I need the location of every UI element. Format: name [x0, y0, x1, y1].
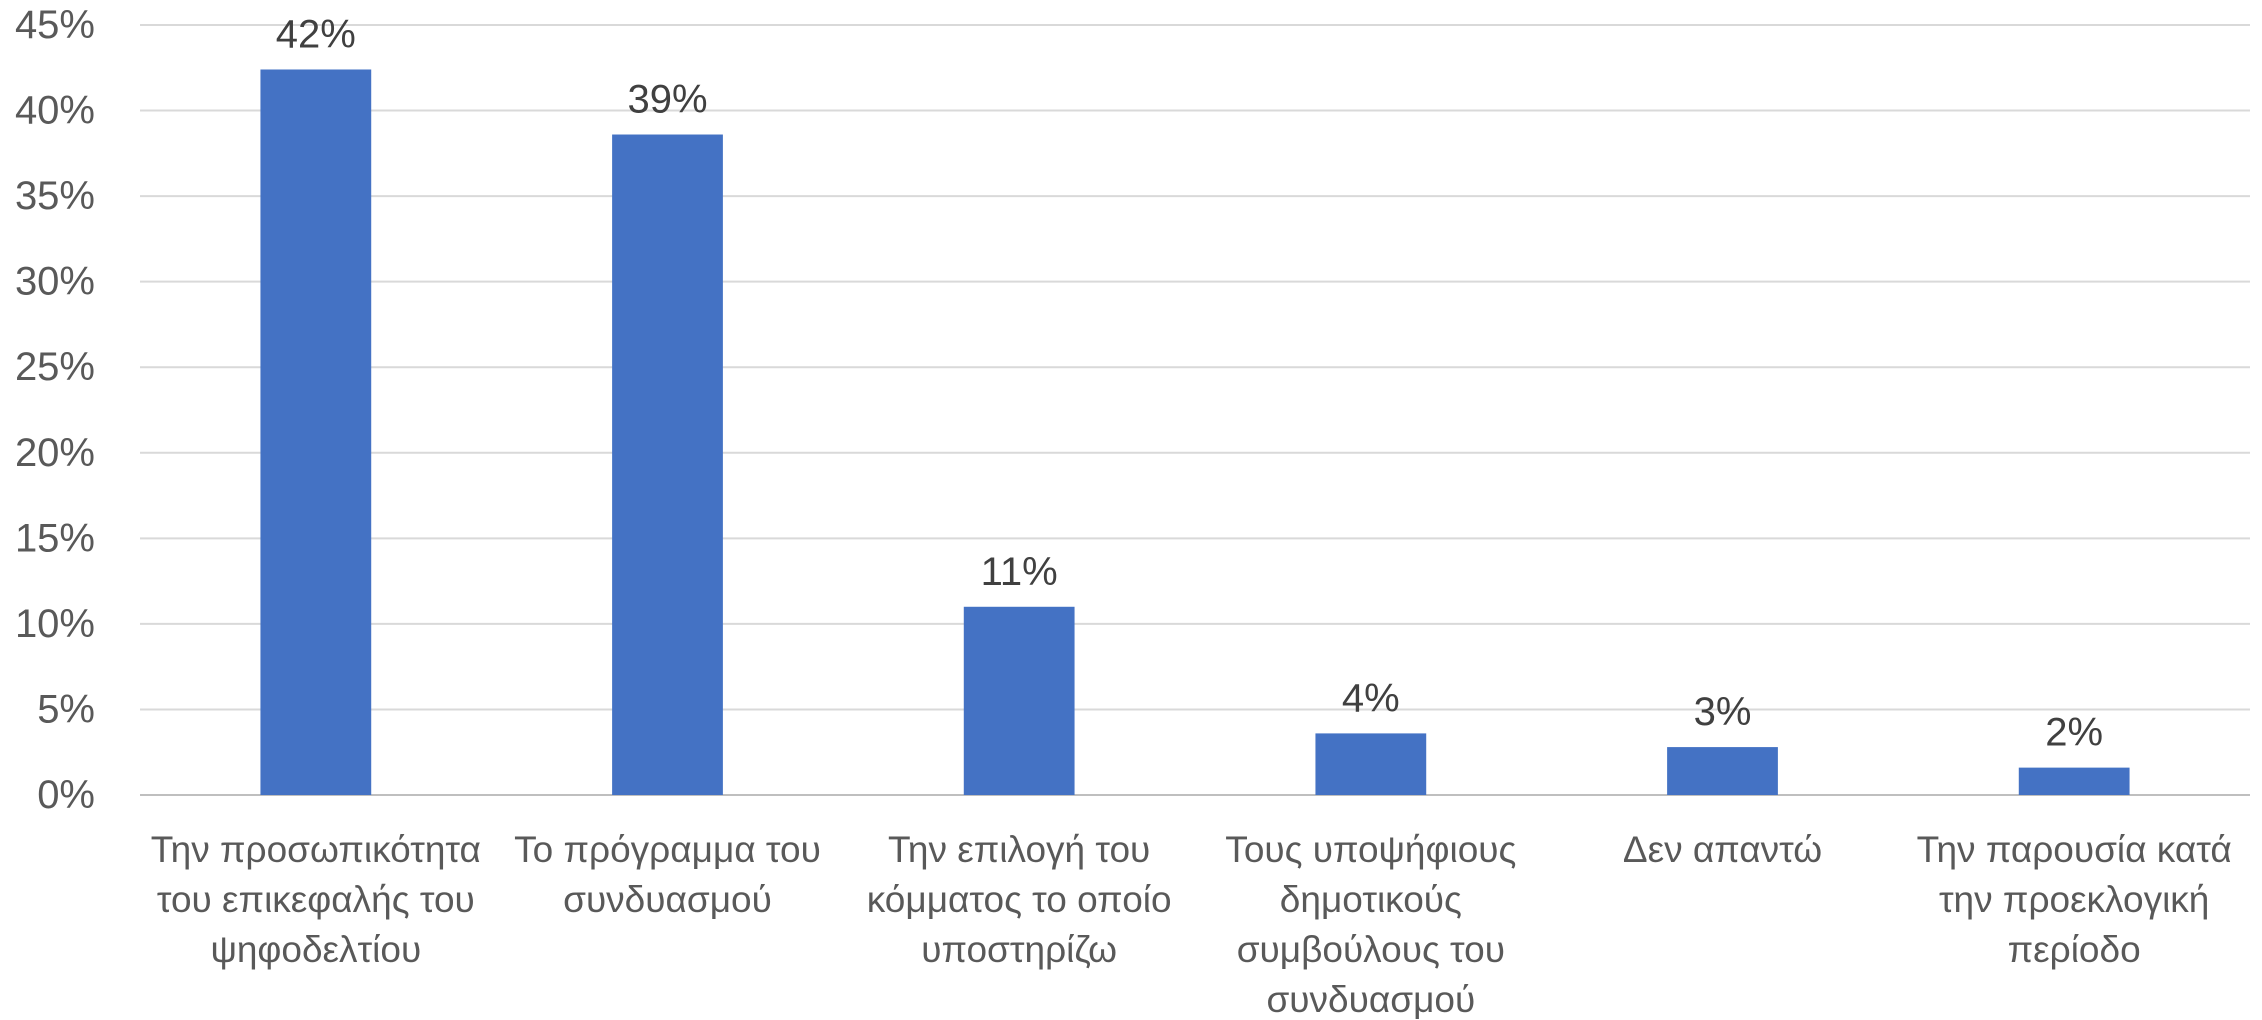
bar [963, 606, 1075, 795]
data-labels: 42% 39% 11% 4% 3% 2% [276, 12, 2103, 754]
data-label: 11% [981, 550, 1058, 594]
category-label: Το πρόγραμμα του [514, 829, 821, 870]
bar [612, 134, 723, 795]
bar [260, 69, 372, 795]
bar [1315, 733, 1427, 795]
y-tick-label: 40% [15, 89, 95, 133]
category-label: συνδυασμού [1266, 979, 1475, 1020]
y-tick-label: 10% [15, 602, 95, 646]
category-label: κόμματος το οποίο [867, 879, 1172, 920]
y-tick-label: 5% [37, 687, 95, 731]
bar [1667, 747, 1778, 795]
category-label: Δεν απαντώ [1623, 829, 1822, 870]
y-tick-label: 25% [15, 345, 95, 389]
y-tick-label: 35% [15, 174, 95, 218]
category-label: Την επιλογή του [888, 829, 1150, 870]
gridlines [140, 24, 2250, 796]
y-tick-label: 20% [15, 431, 95, 475]
category-label: του επικεφαλής του [157, 879, 475, 920]
data-label: 2% [2045, 711, 2103, 755]
data-label: 39% [627, 78, 707, 122]
category-label: ψηφοδελτίου [210, 929, 421, 970]
x-axis-category-labels: Την προσωπικότητα του επικεφαλής του ψηφοδ… [151, 829, 2232, 1020]
y-tick-label: 30% [15, 260, 95, 304]
category-label: Την παρουσία κατά [1917, 829, 2232, 870]
bars [260, 69, 2130, 795]
category-label: συμβούλους του [1237, 929, 1505, 970]
category-label: υποστηρίζω [921, 929, 1117, 970]
category-label: περίοδο [2008, 929, 2141, 970]
y-axis-tick-labels: 0% 5% 10% 15% 20% 25% 30% 35% 40% 45% [15, 3, 95, 817]
data-label: 3% [1694, 690, 1752, 734]
y-tick-label: 15% [15, 516, 95, 560]
y-tick-label: 0% [37, 773, 95, 817]
category-label: Τους υποψήφιους [1225, 829, 1516, 870]
y-tick-label: 45% [15, 3, 95, 47]
data-label: 4% [1342, 676, 1400, 720]
category-label: την προεκλογική [1939, 879, 2209, 920]
category-label: Την προσωπικότητα [151, 829, 481, 870]
bar [2018, 767, 2130, 795]
category-label: συνδυασμού [563, 879, 772, 920]
category-label: δημοτικούς [1280, 879, 1462, 920]
data-label: 42% [276, 12, 356, 56]
